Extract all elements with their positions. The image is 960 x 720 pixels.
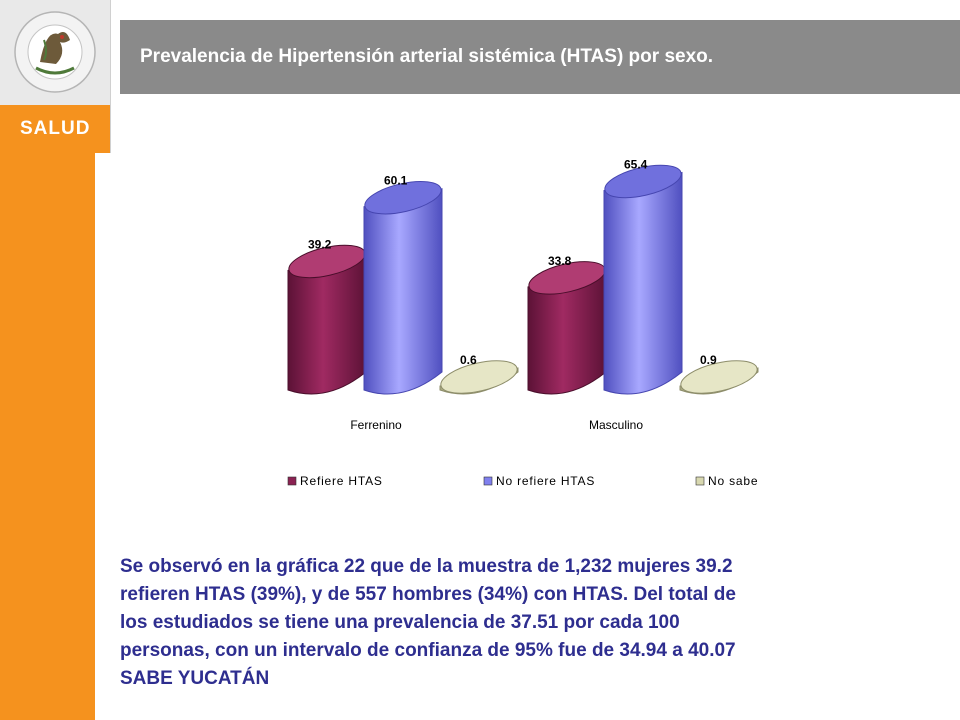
bar-refiere-htas-masculino: 33.8 [527, 254, 607, 395]
x-tick-label: Ferrenino [350, 418, 402, 432]
bar-top [680, 360, 758, 394]
legend-swatch [695, 476, 705, 486]
legend-item: No sabe [695, 474, 758, 488]
bar-no-sabe-masculino: 0.9 [679, 353, 759, 395]
data-label: 0.6 [460, 353, 477, 367]
description-line: los estudiados se tiene una prevalencia … [120, 612, 680, 633]
side-accent-bar [0, 153, 95, 720]
x-tick-label: Masculino [589, 418, 643, 432]
legend-item: No refiere HTAS [483, 474, 595, 488]
legend-swatch [287, 476, 297, 486]
brand-label: SALUD [0, 105, 110, 153]
legend-item: Refiere HTAS [287, 474, 383, 488]
bar-no-refiere-htas-masculino: 65.4 [603, 158, 683, 395]
bar-refiere-htas-ferrenino: 39.2 [287, 237, 367, 395]
legend-swatch [483, 476, 493, 486]
data-label: 0.9 [700, 353, 717, 367]
description-line: personas, con un intervalo de confianza … [120, 640, 736, 661]
bar-top [364, 180, 442, 215]
bar-top [440, 360, 518, 394]
data-label: 39.2 [308, 237, 332, 251]
data-label: 65.4 [624, 158, 648, 172]
logo-area [0, 0, 110, 105]
data-label: 60.1 [384, 174, 408, 188]
description-text: Se observó en la gráfica 22 que de la mu… [120, 553, 920, 693]
coat-of-arms-icon [14, 11, 96, 93]
bar-body [603, 171, 683, 395]
data-label: 33.8 [548, 254, 572, 268]
page-title: Prevalencia de Hipertensión arterial sis… [140, 46, 714, 67]
logo-divider [110, 0, 111, 153]
description-line: Se observó en la gráfica 22 que de la mu… [120, 556, 733, 577]
bar-no-sabe-ferrenino: 0.6 [439, 353, 519, 395]
bar-body [363, 188, 443, 395]
legend-label: No refiere HTAS [496, 474, 595, 488]
legend-label: Refiere HTAS [300, 474, 383, 488]
title-bar: Prevalencia de Hipertensión arterial sis… [120, 20, 960, 94]
bar-no-refiere-htas-ferrenino: 60.1 [363, 174, 443, 395]
description-line: refieren HTAS (39%), y de 557 hombres (3… [120, 584, 736, 605]
bar-top [604, 164, 682, 199]
description-line: SABE YUCATÁN [120, 668, 270, 689]
legend-label: No sabe [708, 474, 758, 488]
